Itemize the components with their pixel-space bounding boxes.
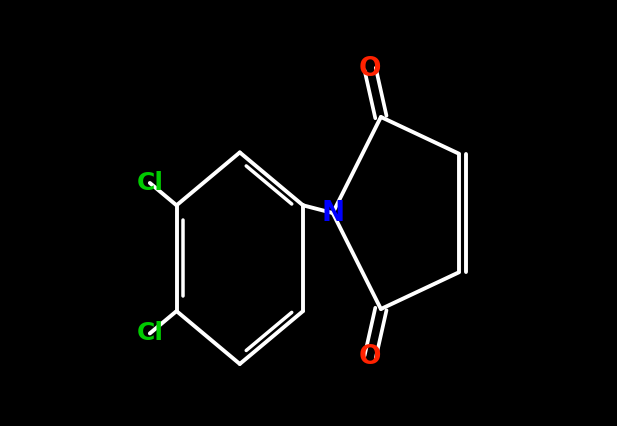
Text: O: O (359, 344, 381, 370)
Text: N: N (321, 199, 344, 227)
Text: Cl: Cl (136, 321, 164, 345)
Text: Cl: Cl (136, 171, 164, 195)
Text: O: O (359, 56, 381, 82)
